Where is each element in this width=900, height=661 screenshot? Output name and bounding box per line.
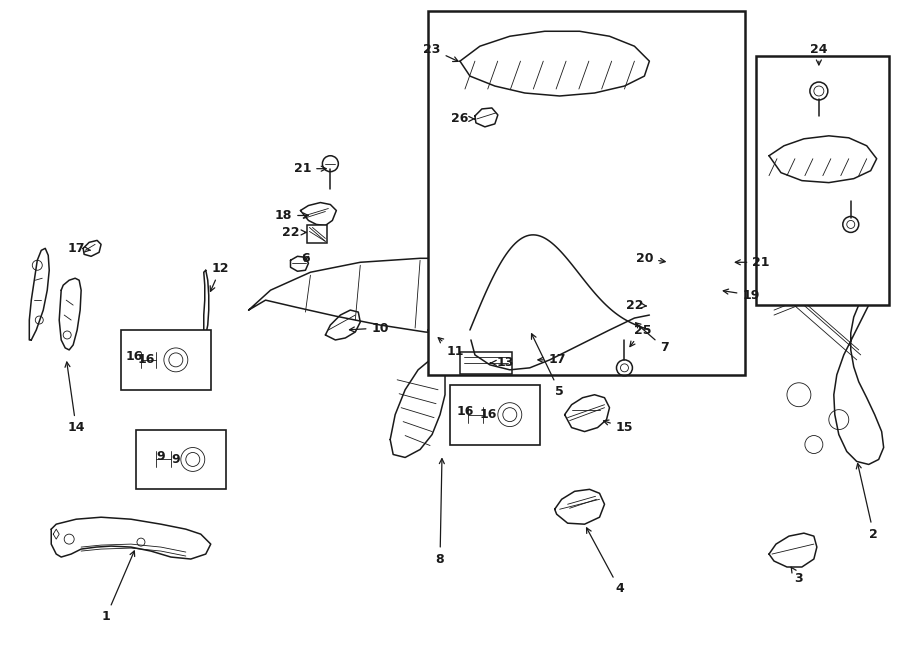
Text: 16: 16: [138, 354, 155, 366]
Text: 19: 19: [724, 289, 760, 301]
Text: 7: 7: [635, 323, 669, 354]
Text: 8: 8: [436, 459, 445, 566]
Text: 1: 1: [102, 551, 135, 623]
Bar: [450, 385, 540, 444]
Text: 25: 25: [630, 323, 652, 346]
Text: 5: 5: [532, 334, 564, 398]
Text: 15: 15: [604, 420, 634, 434]
Text: 23: 23: [423, 43, 458, 61]
Text: 21: 21: [293, 162, 326, 175]
Text: 17: 17: [538, 354, 566, 366]
Text: 13: 13: [491, 356, 514, 369]
Text: 17: 17: [68, 242, 91, 255]
Text: 2: 2: [856, 463, 878, 541]
Text: 21: 21: [735, 256, 770, 269]
Text: 12: 12: [211, 262, 230, 292]
Text: 18: 18: [274, 209, 309, 222]
Text: 26: 26: [451, 112, 474, 126]
Text: 16: 16: [479, 408, 497, 421]
Text: 16: 16: [456, 405, 473, 418]
Bar: [756, 56, 888, 305]
Text: 4: 4: [587, 528, 624, 596]
Text: 22: 22: [626, 299, 646, 311]
Bar: [639, 298, 660, 316]
Bar: [460, 352, 512, 374]
Bar: [308, 225, 328, 243]
Text: 9: 9: [157, 450, 166, 463]
Text: 11: 11: [438, 338, 464, 358]
Text: 14: 14: [65, 362, 85, 434]
Text: 10: 10: [349, 321, 389, 334]
Text: 22: 22: [282, 226, 306, 239]
Text: 24: 24: [810, 43, 828, 65]
Text: 6: 6: [302, 252, 310, 265]
Bar: [136, 430, 226, 489]
Text: 16: 16: [125, 350, 143, 364]
Text: 20: 20: [635, 252, 665, 265]
Bar: [428, 11, 745, 375]
Bar: [121, 330, 211, 390]
Text: 3: 3: [791, 567, 803, 586]
Text: 9: 9: [172, 453, 180, 466]
